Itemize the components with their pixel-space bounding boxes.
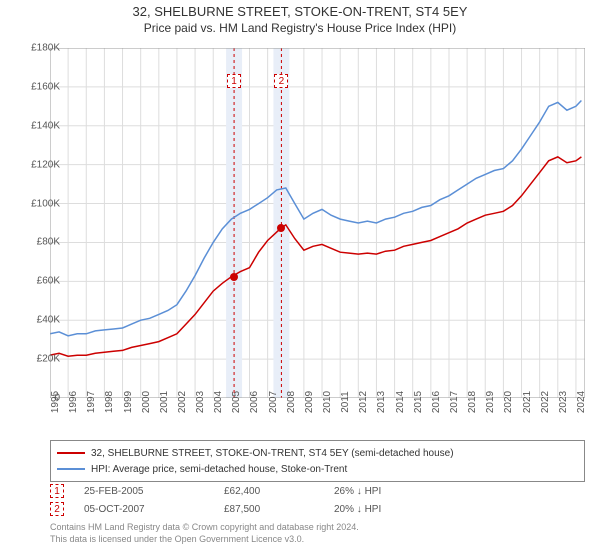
x-tick-label: 2015 [413,391,424,413]
legend-swatch-property [57,452,85,454]
chart-title-address: 32, SHELBURNE STREET, STOKE-ON-TRENT, ST… [0,4,600,19]
x-tick-label: 2012 [358,391,369,413]
x-tick-label: 2000 [141,391,152,413]
x-tick-label: 2014 [395,391,406,413]
y-tick-label: £140K [16,120,60,131]
legend-label-hpi: HPI: Average price, semi-detached house,… [91,464,347,475]
marker-num-1: 1 [50,484,64,498]
x-tick-label: 2002 [177,391,188,413]
x-tick-label: 2011 [340,391,351,413]
x-tick-label: 2016 [431,391,442,413]
y-tick-label: £80K [16,237,60,248]
legend-label-property: 32, SHELBURNE STREET, STOKE-ON-TRENT, ST… [91,448,454,459]
y-tick-label: £60K [16,276,60,287]
x-tick-label: 1997 [86,391,97,413]
legend-row-hpi: HPI: Average price, semi-detached house,… [57,461,578,477]
sale-marker-label: 1 [227,74,241,88]
y-tick-label: £100K [16,198,60,209]
x-tick-label: 2021 [522,391,533,413]
x-tick-label: 2018 [467,391,478,413]
legend-swatch-hpi [57,468,85,470]
x-tick-label: 2004 [213,391,224,413]
footer-attribution: Contains HM Land Registry data © Crown c… [50,522,585,545]
chart-subtitle: Price paid vs. HM Land Registry's House … [0,21,600,35]
chart-container: 32, SHELBURNE STREET, STOKE-ON-TRENT, ST… [0,0,600,560]
x-tick-label: 1998 [104,391,115,413]
x-tick-label: 2013 [376,391,387,413]
marker-num-2: 2 [50,502,64,516]
marker-price-2: £87,500 [224,504,334,515]
marker-pct-2: 20% ↓ HPI [334,504,454,515]
sale-price-dot [230,273,238,281]
legend-row-property: 32, SHELBURNE STREET, STOKE-ON-TRENT, ST… [57,445,578,461]
marker-row-1: 1 25-FEB-2005 £62,400 26% ↓ HPI [50,482,585,500]
marker-row-2: 2 05-OCT-2007 £87,500 20% ↓ HPI [50,500,585,518]
y-tick-label: £120K [16,159,60,170]
x-tick-label: 2024 [576,391,587,413]
chart-svg [50,48,585,398]
x-tick-label: 2022 [540,391,551,413]
x-tick-label: 2009 [304,391,315,413]
plot-area: 12 [50,48,585,398]
x-tick-label: 2006 [249,391,260,413]
x-tick-label: 2019 [485,391,496,413]
x-tick-label: 2008 [286,391,297,413]
y-tick-label: £20K [16,354,60,365]
marker-price-1: £62,400 [224,486,334,497]
x-tick-label: 2020 [503,391,514,413]
x-tick-label: 2007 [268,391,279,413]
sale-marker-label: 2 [274,74,288,88]
x-tick-label: 2017 [449,391,460,413]
x-tick-label: 1999 [123,391,134,413]
x-tick-label: 1995 [50,391,61,413]
x-tick-label: 2005 [231,391,242,413]
footer-line1: Contains HM Land Registry data © Crown c… [50,522,585,534]
marker-pct-1: 26% ↓ HPI [334,486,454,497]
marker-table: 1 25-FEB-2005 £62,400 26% ↓ HPI 2 05-OCT… [50,482,585,518]
x-tick-label: 2001 [159,391,170,413]
x-tick-label: 2023 [558,391,569,413]
x-tick-label: 2010 [322,391,333,413]
footer-line2: This data is licensed under the Open Gov… [50,534,585,546]
y-tick-label: £40K [16,315,60,326]
chart-titles: 32, SHELBURNE STREET, STOKE-ON-TRENT, ST… [0,0,600,35]
marker-date-2: 05-OCT-2007 [84,504,224,515]
marker-date-1: 25-FEB-2005 [84,486,224,497]
legend: 32, SHELBURNE STREET, STOKE-ON-TRENT, ST… [50,440,585,482]
sale-price-dot [277,224,285,232]
y-tick-label: £160K [16,81,60,92]
x-tick-label: 1996 [68,391,79,413]
y-tick-label: £180K [16,43,60,54]
x-tick-label: 2003 [195,391,206,413]
